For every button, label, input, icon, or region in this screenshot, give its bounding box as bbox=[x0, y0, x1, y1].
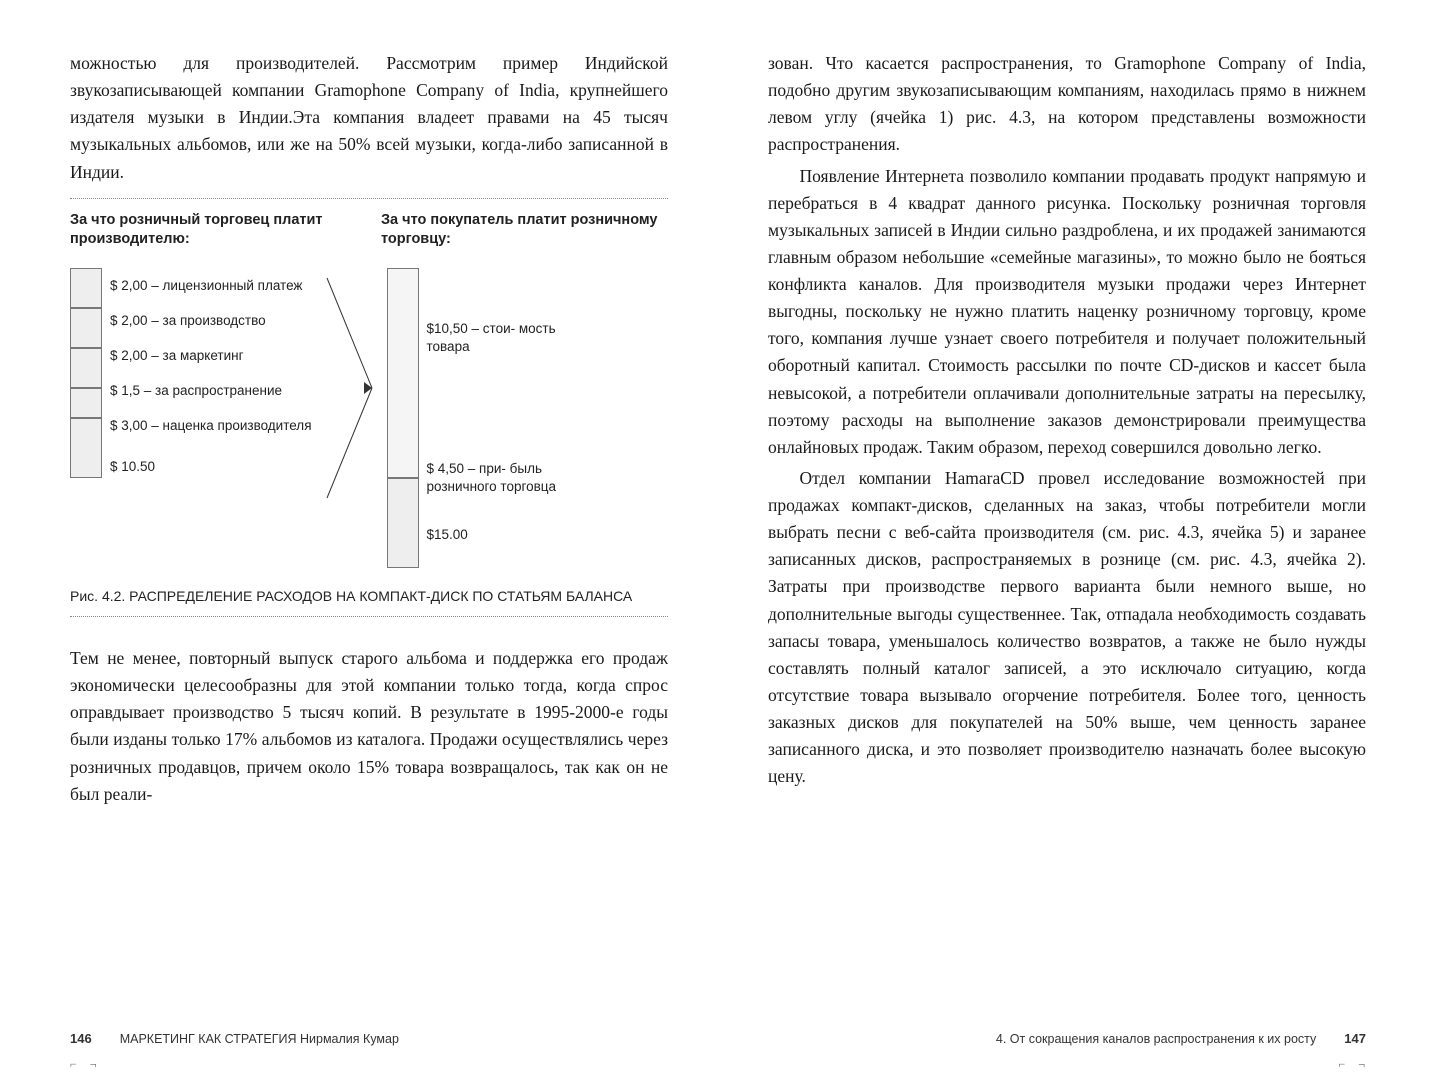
right-stack: $10,50 – стои- мость товара $ 4,50 – при… bbox=[387, 268, 562, 568]
right-footer: 4. От сокращения каналов распространения… bbox=[996, 1031, 1366, 1046]
producer-cost-labels: $ 2,00 – лицензионный платеж $ 2,00 – за… bbox=[110, 268, 312, 478]
seg-distribution bbox=[70, 388, 102, 418]
right-p3: Отдел компании HamaraCD провел исследова… bbox=[768, 465, 1366, 791]
seg-margin bbox=[70, 418, 102, 478]
left-p1: можностью для производителей. Рассмотрим… bbox=[70, 50, 668, 186]
lbl-distribution: $ 1,5 – за распространение bbox=[110, 383, 312, 398]
seg-production bbox=[70, 308, 102, 348]
left-running-foot: МАРКЕТИНГ КАК СТРАТЕГИЯ Нирмалия Кумар bbox=[120, 1032, 399, 1046]
figure-heading-right: За что покупатель платит розничному торг… bbox=[381, 211, 668, 250]
bracket-arrow-icon bbox=[322, 268, 377, 508]
left-total: $ 10.50 bbox=[110, 459, 312, 474]
crop-mark-right: ⌐ ¬ bbox=[1338, 1057, 1366, 1072]
figure-bottom-rule bbox=[70, 616, 668, 617]
seg-marketing bbox=[70, 348, 102, 388]
lbl-production: $ 2,00 – за производство bbox=[110, 313, 312, 328]
right-running-foot: 4. От сокращения каналов распространения… bbox=[996, 1032, 1316, 1046]
figure-caption: Рис. 4.2. РАСПРЕДЕЛЕНИЕ РАСХОДОВ НА КОМП… bbox=[70, 586, 668, 606]
lbl-marketing: $ 2,00 – за маркетинг bbox=[110, 348, 312, 363]
seg-license bbox=[70, 268, 102, 308]
left-p2: Тем не менее, повторный выпуск старого а… bbox=[70, 645, 668, 808]
left-page-number: 146 bbox=[70, 1031, 92, 1046]
right-p2: Появление Интернета позволило компании п… bbox=[768, 163, 1366, 461]
figure-4-2: За что розничный торговец платит произво… bbox=[70, 198, 668, 617]
arrow-column bbox=[322, 268, 377, 513]
lbl-margin: $ 3,00 – наценка производителя bbox=[110, 418, 312, 433]
retail-price-bar bbox=[387, 268, 419, 568]
seg-cost-of-goods bbox=[387, 268, 419, 478]
right-page-number: 147 bbox=[1344, 1031, 1366, 1046]
seg-retail-profit bbox=[387, 478, 419, 568]
left-stack: $ 2,00 – лицензионный платеж $ 2,00 – за… bbox=[70, 268, 312, 478]
left-page: можностью для производителей. Рассмотрим… bbox=[0, 0, 718, 1080]
retail-labels: $10,50 – стои- мость товара $ 4,50 – при… bbox=[427, 268, 562, 568]
crop-mark-left: ⌐ ¬ bbox=[70, 1057, 98, 1072]
right-total: $15.00 bbox=[427, 526, 562, 544]
figure-heading-left: За что розничный торговец платит произво… bbox=[70, 211, 357, 250]
figure-top-rule bbox=[70, 198, 668, 199]
producer-cost-bar bbox=[70, 268, 102, 478]
lbl-license: $ 2,00 – лицензионный платеж bbox=[110, 278, 312, 293]
left-footer: 146 МАРКЕТИНГ КАК СТРАТЕГИЯ Нирмалия Кум… bbox=[70, 1031, 399, 1046]
right-page: зован. Что касается распространения, то … bbox=[718, 0, 1436, 1080]
lbl-retail-profit: $ 4,50 – при- быль розничного торговца bbox=[427, 408, 562, 508]
right-p1: зован. Что касается распространения, то … bbox=[768, 50, 1366, 159]
lbl-cost-of-goods: $10,50 – стои- мость товара bbox=[427, 268, 562, 408]
